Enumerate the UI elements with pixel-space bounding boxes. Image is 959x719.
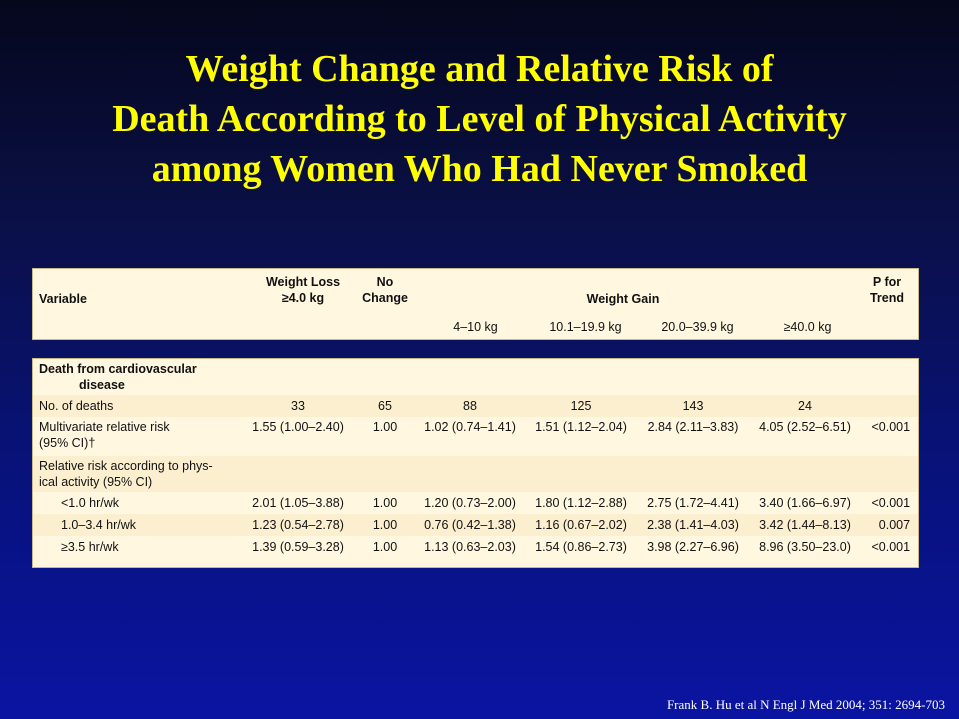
cell-loss: 1.39 (0.59–3.28) <box>252 540 344 554</box>
cell-gain-1: 0.76 (0.42–1.38) <box>415 514 525 536</box>
table-row: 1.0–3.4 hr/wk 1.23 (0.54–2.78) 1.00 0.76… <box>33 514 919 536</box>
cell-gain-3: 2.84 (2.11–3.83) <box>647 420 739 434</box>
row-label-line2: (95% CI)† <box>39 436 96 450</box>
cell-loss: 33 <box>241 395 355 417</box>
cell-gain-3: 143 <box>637 395 749 417</box>
cell-gain-1: 1.20 (0.73–2.00) <box>424 496 516 510</box>
table-row: Multivariate relative risk (95% CI)† 1.5… <box>33 417 918 456</box>
header-weight-loss-line2: ≥4.0 kg <box>281 291 325 305</box>
data-table: Death from cardiovascular disease No. of… <box>33 359 919 558</box>
table-row: Relative risk according to phys- ical ac… <box>33 456 919 492</box>
row-label: <1.0 hr/wk <box>61 496 120 510</box>
header-no-change-line2: Change <box>362 291 408 305</box>
section-title-line1: Death from cardiovascular <box>39 362 197 376</box>
cell-gain-4: 3.40 (1.66–6.97) <box>759 496 851 510</box>
cell-loss: 2.01 (1.05–3.88) <box>252 496 344 510</box>
header-no-change: No Change <box>355 274 415 306</box>
cell-nochange: 65 <box>355 395 415 417</box>
title-line-3: among Women Who Had Never Smoked <box>151 148 808 190</box>
header-p-trend: P for Trend <box>859 274 915 306</box>
header-gain-range-2: 10.1–19.9 kg <box>549 320 622 334</box>
table-row: No. of deaths 33 65 88 125 143 24 <box>33 395 919 417</box>
cell-gain-3: 2.38 (1.41–4.03) <box>637 514 749 536</box>
cell-gain-4: 24 <box>749 395 861 417</box>
row-label: Multivariate relative risk (95% CI)† <box>33 417 241 456</box>
cell-gain-2: 1.54 (0.86–2.73) <box>535 540 627 554</box>
header-variable: Variable <box>39 292 87 306</box>
cell-loss: 1.23 (0.54–2.78) <box>241 514 355 536</box>
cell-gain-3: 2.75 (1.72–4.41) <box>647 496 739 510</box>
header-weight-loss-line1: Weight Loss <box>265 275 341 289</box>
cell-p: 0.007 <box>861 514 919 536</box>
citation: Frank B. Hu et al N Engl J Med 2004; 351… <box>666 697 945 712</box>
cell-gain-1: 1.13 (0.63–2.03) <box>424 540 516 554</box>
table-body-panel: Death from cardiovascular disease No. of… <box>32 358 919 568</box>
row-label-line1: Multivariate relative risk <box>39 420 170 434</box>
cell-gain-2: 1.51 (1.12–2.04) <box>535 420 627 434</box>
row-label: Relative risk according to phys- ical ac… <box>33 456 919 492</box>
section-row: Death from cardiovascular disease <box>33 359 919 395</box>
cell-p <box>861 395 919 417</box>
cell-gain-2: 1.16 (0.67–2.02) <box>525 514 637 536</box>
cell-nochange: 1.00 <box>372 496 398 510</box>
row-label: ≥3.5 hr/wk <box>61 540 119 554</box>
header-gain-range-3: 20.0–39.9 kg <box>661 320 734 334</box>
cell-p: <0.001 <box>871 496 911 510</box>
header-p-trend-line2: Trend <box>869 291 905 305</box>
cell-nochange: 1.00 <box>355 514 415 536</box>
table-header-panel: Variable Weight Loss ≥4.0 kg No Change W… <box>32 268 919 340</box>
cell-p: <0.001 <box>871 540 911 554</box>
cell-gain-4: 8.96 (3.50–23.0) <box>759 540 851 554</box>
cell-gain-4: 4.05 (2.52–6.51) <box>759 420 851 434</box>
cell-loss: 1.55 (1.00–2.40) <box>252 420 344 434</box>
cell-gain-3: 3.98 (2.27–6.96) <box>647 540 739 554</box>
cell-gain-4: 3.42 (1.44–8.13) <box>749 514 861 536</box>
header-p-trend-line1: P for <box>872 275 902 289</box>
header-no-change-line1: No <box>376 275 394 289</box>
cell-gain-1: 1.02 (0.74–1.41) <box>424 420 516 434</box>
cell-p: <0.001 <box>871 420 911 434</box>
title-line-2: Death According to Level of Physical Act… <box>112 98 847 140</box>
table-row: ≥3.5 hr/wk 1.39 (0.59–3.28) 1.00 1.13 (0… <box>33 536 918 558</box>
header-gain-range-1: 4–10 kg <box>453 320 498 334</box>
row-label-line2: ical activity (95% CI) <box>39 475 153 489</box>
section-title: Death from cardiovascular disease <box>33 359 919 395</box>
row-label-line1: Relative risk according to phys- <box>39 459 213 473</box>
section-title-line2: disease <box>79 378 125 392</box>
title-line-1: Weight Change and Relative Risk of <box>185 48 774 90</box>
header-weight-gain: Weight Gain <box>586 292 660 306</box>
cell-gain-2: 1.80 (1.12–2.88) <box>535 496 627 510</box>
header-weight-loss: Weight Loss ≥4.0 kg <box>258 274 348 306</box>
cell-nochange: 1.00 <box>372 540 398 554</box>
slide-title: Weight Change and Relative Risk of Death… <box>0 44 959 194</box>
table-row: <1.0 hr/wk 2.01 (1.05–3.88) 1.00 1.20 (0… <box>33 492 918 514</box>
cell-gain-2: 125 <box>525 395 637 417</box>
header-gain-range-4: ≥40.0 kg <box>783 320 832 334</box>
cell-nochange: 1.00 <box>372 420 398 434</box>
row-label: No. of deaths <box>33 395 241 417</box>
cell-gain-1: 88 <box>415 395 525 417</box>
row-label: 1.0–3.4 hr/wk <box>33 514 241 536</box>
